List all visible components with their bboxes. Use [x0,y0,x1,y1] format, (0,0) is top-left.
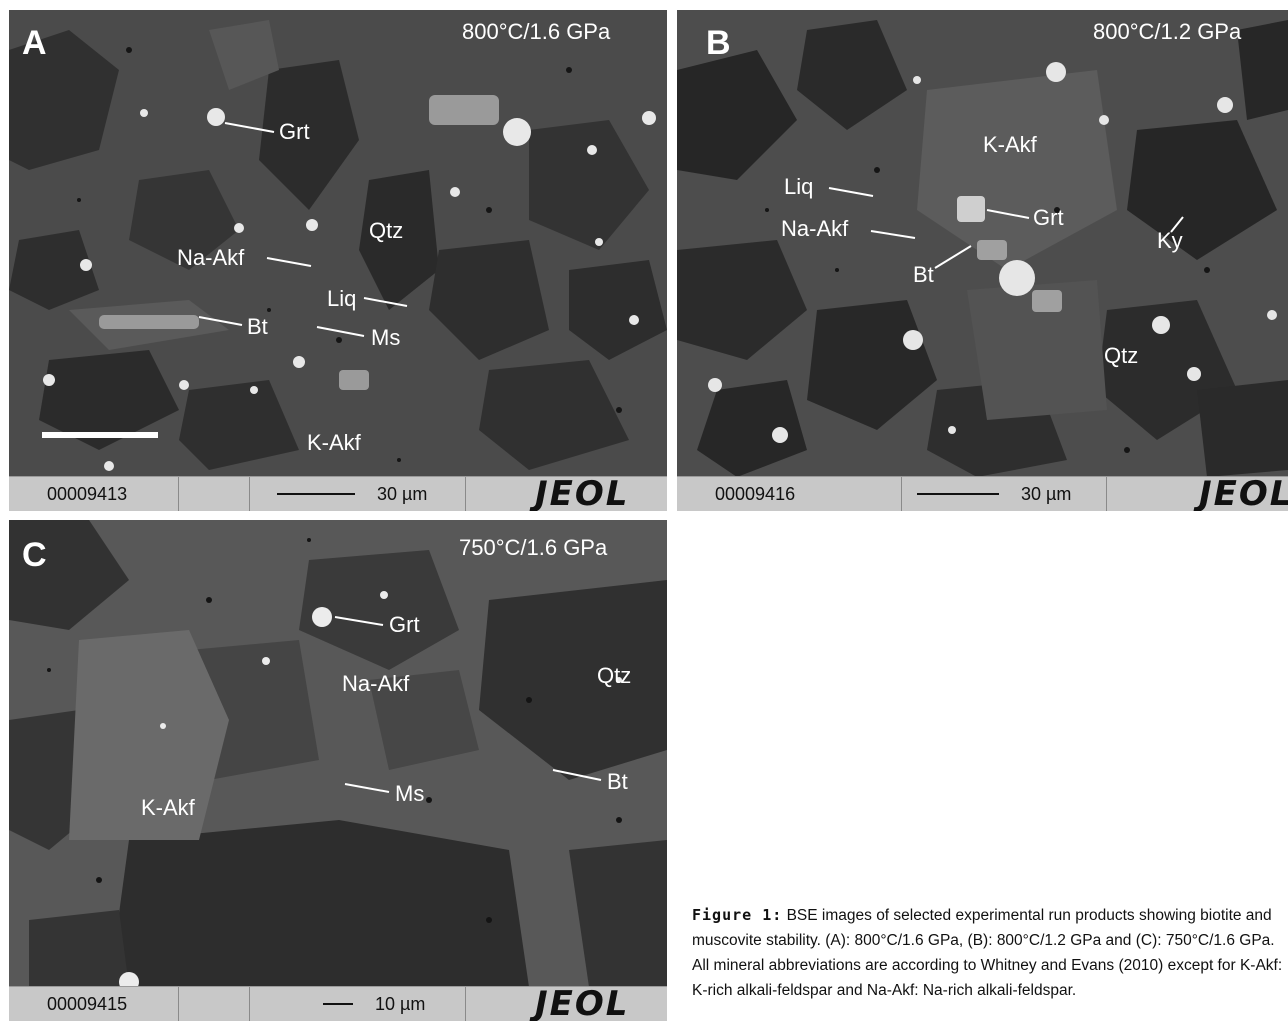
bse-texture [9,520,667,987]
panel-c-letter: C [22,536,47,574]
label-ms: Ms [395,781,425,806]
scale-bar [42,432,158,438]
micrograph-id: 00009416 [677,477,902,511]
label-qtz: Qtz [1104,343,1139,368]
label-grt: Grt [389,612,420,637]
databar: 00009416 30 µm JEOL [677,476,1288,511]
label-ky: Ky [1157,228,1183,253]
micrograph-id: 00009413 [9,477,179,511]
label-bt: Bt [913,262,934,287]
scale-line [917,493,999,495]
label-k-akf: K-Akf [983,132,1037,157]
micrograph-id: 00009415 [9,987,179,1021]
databar-scale: 30 µm [917,477,1071,511]
databar-divider [902,477,1107,511]
jeol-logo: JEOL [535,984,630,1021]
databar-divider [179,477,250,511]
label-grt: Grt [1033,205,1064,230]
label-ms: Ms [371,325,401,350]
label-bt: Bt [607,769,628,794]
panel-a: A 800°C/1.6 GPa Grt Qtz Na-Akf Liq Bt Ms… [9,10,667,511]
label-na-akf: Na-Akf [781,216,849,241]
databar-divider [179,987,250,1021]
label-na-akf: Na-Akf [342,671,410,696]
jeol-logo: JEOL [535,474,630,511]
databar-scale: 30 µm [277,477,427,511]
bse-texture [9,10,667,477]
scale-value: 30 µm [1021,483,1072,504]
scale-line [277,493,355,495]
panel-c: C 750°C/1.6 GPa Grt Na-Akf Qtz K-Akf Ms … [9,520,667,1021]
panel-b-condition: 800°C/1.2 GPa [1093,19,1242,44]
databar-divider [250,987,466,1021]
databar-scale: 10 µm [323,987,425,1021]
label-bt: Bt [247,314,268,339]
panel-a-letter: A [22,24,47,62]
caption-text: BSE images of selected experimental run … [692,907,1283,999]
label-qtz: Qtz [369,218,404,243]
figure-caption: Figure 1: BSE images of selected experim… [692,903,1288,1021]
label-k-akf: K-Akf [307,430,361,455]
scale-value: 30 µm [377,483,428,504]
panel-b-letter: B [706,24,731,62]
panel-b-image [677,10,1288,477]
panel-c-image [9,520,667,987]
scale-line [323,1003,353,1005]
scale-value: 10 µm [375,993,426,1014]
bse-texture [677,10,1288,477]
label-grt: Grt [279,119,310,144]
panel-a-image [9,10,667,477]
databar: 00009415 10 µm JEOL [9,986,667,1021]
label-k-akf: K-Akf [141,795,195,820]
panel-c-condition: 750°C/1.6 GPa [459,535,608,560]
label-liq: Liq [784,174,814,199]
jeol-logo: JEOL [1199,474,1288,511]
databar-divider [250,477,466,511]
databar: 00009413 30 µm JEOL [9,476,667,511]
panel-b: B 800°C/1.2 GPa K-Akf Liq Na-Akf Grt Ky … [677,10,1288,511]
label-liq: Liq [327,286,357,311]
label-qtz: Qtz [597,663,632,688]
label-na-akf: Na-Akf [177,245,245,270]
panel-a-condition: 800°C/1.6 GPa [462,19,611,44]
figure-label: Figure 1: [692,906,783,924]
